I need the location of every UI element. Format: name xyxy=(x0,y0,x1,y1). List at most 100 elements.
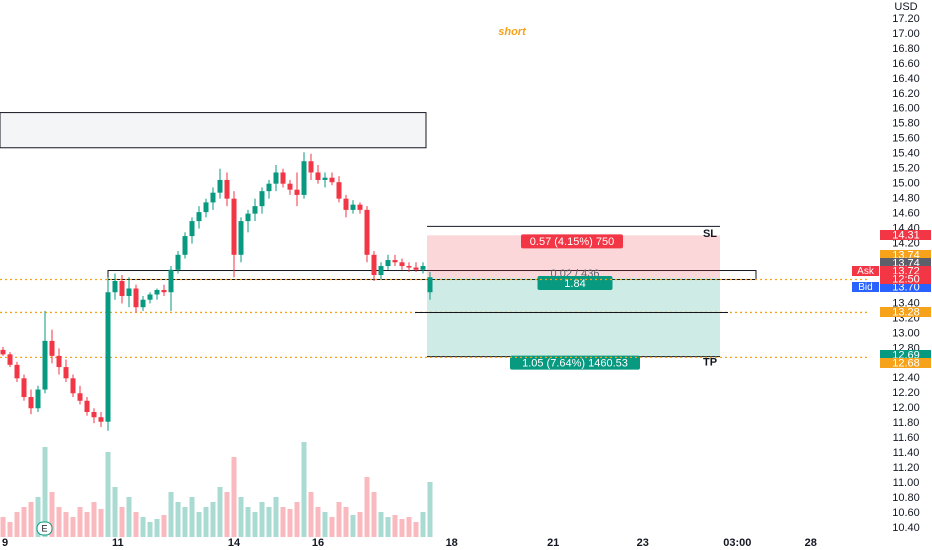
y-tick-label: 16.80 xyxy=(892,43,920,55)
candle-body xyxy=(7,354,13,365)
y-tick-label: 16.20 xyxy=(892,88,920,100)
volume-bar xyxy=(210,502,216,537)
y-tick-label: 10.40 xyxy=(892,522,920,534)
candle-body xyxy=(336,182,342,199)
price-tag-name: Bid xyxy=(858,282,872,293)
candle-body xyxy=(133,288,139,308)
price-tag-label: 14.31 xyxy=(892,229,920,241)
x-tick-label: 9 xyxy=(2,537,8,549)
volume-bar xyxy=(119,507,125,537)
countdown: 12:50 xyxy=(892,273,920,285)
y-tick-label: 15.60 xyxy=(892,133,920,145)
volume-bar xyxy=(154,519,160,537)
volume-bar xyxy=(189,497,195,537)
volume-bar xyxy=(77,507,83,537)
candle-body xyxy=(280,172,286,184)
candle-body xyxy=(231,198,237,255)
volume-bar xyxy=(315,507,321,537)
volume-bar xyxy=(105,452,111,537)
price-tag xyxy=(880,266,931,276)
candle-body xyxy=(287,183,293,190)
volume-bar xyxy=(329,517,335,537)
candle-body xyxy=(70,378,76,394)
x-tick-label: 14 xyxy=(228,537,241,549)
candle-body xyxy=(189,221,195,237)
candle-body xyxy=(245,213,251,222)
y-tick-label: 11.80 xyxy=(893,417,920,429)
candle-body xyxy=(147,294,153,300)
candle-body xyxy=(56,355,62,368)
volume-bar xyxy=(336,502,342,537)
x-tick-label: 28 xyxy=(805,537,817,549)
y-tick-label: 11.40 xyxy=(893,447,920,459)
candle-body xyxy=(343,198,349,210)
volume-bar xyxy=(7,522,13,537)
volume-bar xyxy=(238,497,244,537)
price-tag xyxy=(880,250,931,260)
stop-label: 0.57 (4.15%) 750 xyxy=(530,236,614,248)
volume-bar xyxy=(196,512,202,537)
y-tick-label: 15.80 xyxy=(892,118,920,130)
candle-body xyxy=(84,400,90,412)
volume-bar xyxy=(301,442,307,537)
candle-body xyxy=(294,189,300,195)
candle-body xyxy=(126,288,132,296)
volume-bar xyxy=(266,507,272,537)
y-tick-label: 10.80 xyxy=(892,492,920,504)
event-marker-bg xyxy=(36,521,53,536)
candle-body xyxy=(35,389,41,409)
volume-bar xyxy=(217,487,223,537)
candle-body xyxy=(273,172,279,184)
price-tag-name-bg xyxy=(852,266,879,276)
candle-body xyxy=(399,262,405,267)
y-tick-label: 12.20 xyxy=(892,387,920,399)
candle-body xyxy=(154,289,160,295)
candle-body xyxy=(91,411,97,418)
volume-bar xyxy=(280,507,286,537)
candle-body xyxy=(196,212,202,222)
y-tick-label: 14.80 xyxy=(892,193,920,205)
volume-bar xyxy=(224,492,230,537)
target-zone xyxy=(427,278,720,357)
candle-body xyxy=(238,221,244,255)
volume-bar xyxy=(168,492,174,537)
volume-bar xyxy=(14,512,20,537)
y-tick-label: 15.20 xyxy=(892,163,920,175)
volume-bar xyxy=(378,512,384,537)
candle-body xyxy=(322,177,328,180)
zone xyxy=(0,112,427,149)
candle-body xyxy=(98,417,104,422)
y-tick-label: 17.20 xyxy=(892,13,920,25)
candle-body xyxy=(406,266,412,268)
candle-body xyxy=(427,277,433,293)
price-tag-label: 13.70 xyxy=(892,281,920,293)
candle-body xyxy=(266,183,272,192)
volume-bar xyxy=(343,507,349,537)
volume-bar xyxy=(252,512,258,537)
x-tick-label: 21 xyxy=(547,537,559,549)
y-tick-label: 13.00 xyxy=(892,327,920,339)
candle-body xyxy=(21,378,27,398)
candle-body xyxy=(28,397,34,409)
candle-body xyxy=(308,161,314,173)
candle-body xyxy=(350,204,356,210)
y-tick-label: 10.60 xyxy=(892,507,920,519)
candle-body xyxy=(168,269,174,293)
volume-bar xyxy=(385,517,391,537)
target-name: TP xyxy=(703,357,717,369)
candle-body xyxy=(175,254,181,270)
volume-bar xyxy=(406,517,412,537)
price-tag-name: Ask xyxy=(857,266,875,277)
volume-bar xyxy=(399,519,405,537)
volume-bar xyxy=(357,512,363,537)
candle-body xyxy=(0,349,6,355)
price-tag-label: 13.28 xyxy=(892,306,920,318)
price-tag xyxy=(880,350,931,360)
candle-body xyxy=(420,266,426,270)
price-tag xyxy=(880,230,931,240)
stop-name: SL xyxy=(703,228,717,240)
candle-body xyxy=(140,299,146,308)
candle-body xyxy=(413,267,419,270)
x-tick-label: 03:00 xyxy=(723,537,751,549)
volume-bar xyxy=(91,502,97,537)
